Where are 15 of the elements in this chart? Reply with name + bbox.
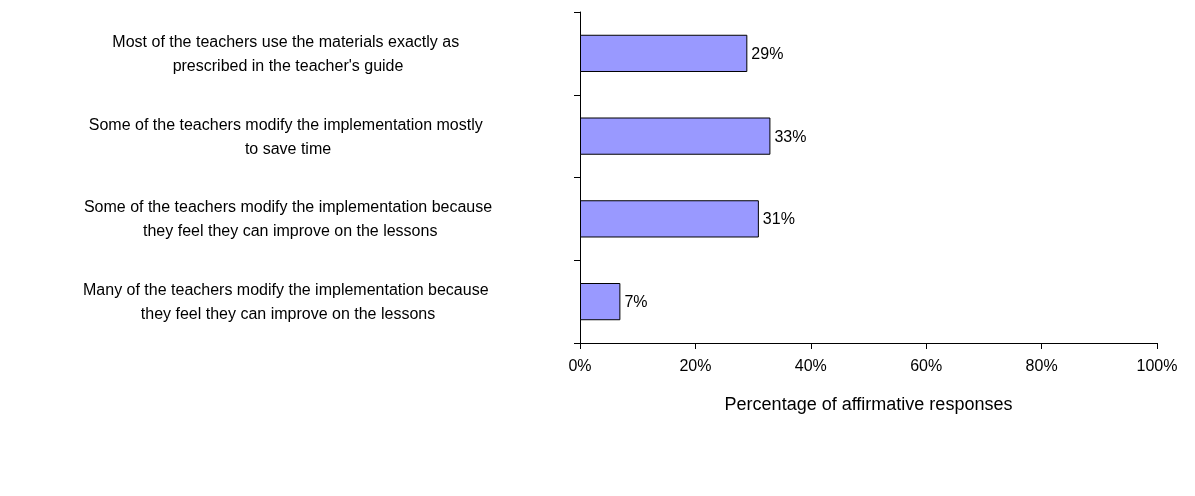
data-label: 7% — [624, 293, 648, 311]
x-tick-label: 100% — [1136, 356, 1178, 374]
y-tick-label: Most of the teachers use the materials exactly as prescribed in the teacher's guide — [112, 32, 464, 74]
y-tick-label: Some of the teachers modify the implementation because they feel they can improve on the lessons — [83, 198, 493, 240]
y-tick-label: Many of the teachers modify the implementation because they feel they can improve on the lessons — [83, 281, 493, 323]
data-label: 31% — [762, 210, 795, 228]
x-tick-label: 40% — [794, 356, 827, 374]
x-tick-label: 60% — [910, 356, 943, 374]
x-tick-label: 0% — [568, 356, 592, 374]
data-label: 33% — [774, 127, 807, 145]
x-tick-label: 80% — [1025, 356, 1058, 374]
x-axis-title: Percentage of affirmative responses — [724, 394, 1013, 414]
y-tick-label: Some of the teachers modify the implementation mostly to save time — [88, 115, 488, 157]
data-label: 29% — [751, 44, 784, 62]
x-tick-label: 20% — [679, 356, 712, 374]
